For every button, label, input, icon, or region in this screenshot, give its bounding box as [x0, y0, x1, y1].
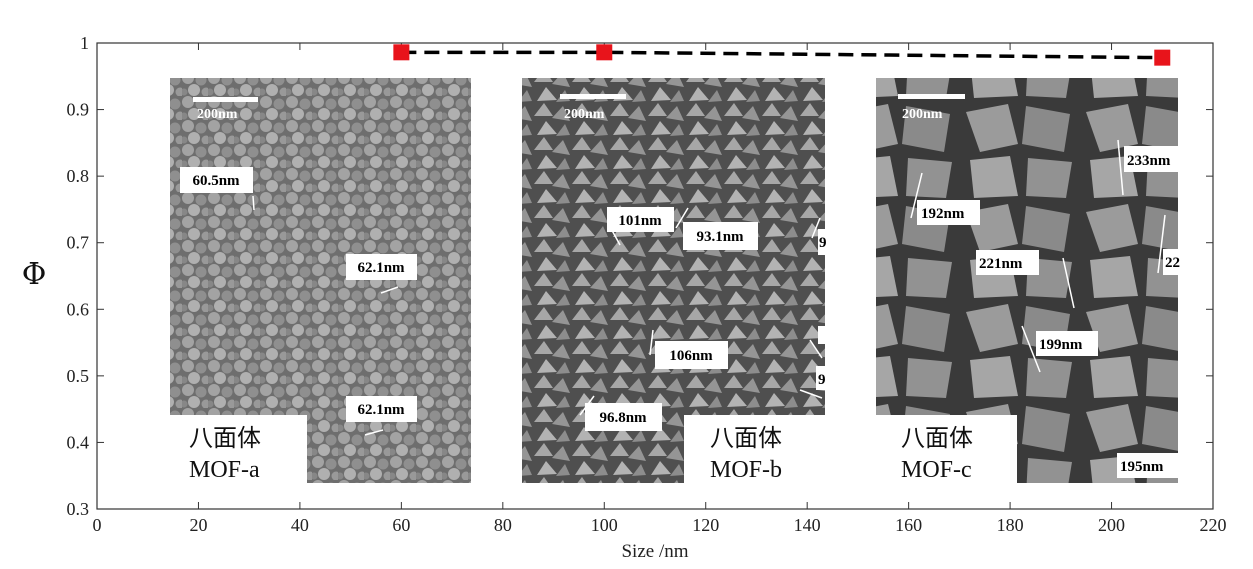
measurement-label: 192nm — [921, 206, 965, 222]
y-axis-title: Φ — [22, 257, 47, 292]
sem-inset-mof-c: 200nm 233nm 192nm 221nm 22 199nm 195nm 八… — [876, 78, 1180, 483]
y-tick-label: 1 — [80, 33, 89, 53]
data-series — [393, 44, 1171, 66]
x-tick-label: 140 — [794, 515, 821, 535]
measurement-label: 221nm — [979, 256, 1023, 272]
y-tick-label: 0.3 — [67, 499, 90, 519]
y-tick-label: 0.9 — [67, 100, 90, 120]
measurement-label: 93.1nm — [696, 229, 744, 245]
measurement-label: 233nm — [1127, 153, 1171, 169]
x-tick-label: 80 — [494, 515, 512, 535]
caption-shape: 八面体 — [710, 424, 782, 452]
x-tick-label: 180 — [997, 515, 1024, 535]
y-axis: 0.3 0.4 0.5 0.6 0.7 0.8 0.9 1 — [67, 33, 1213, 519]
caption-box — [170, 415, 307, 483]
y-tick-label: 0.5 — [67, 366, 90, 386]
measurement-label: 62.1nm — [357, 402, 405, 418]
measurement-label: 195nm — [1120, 459, 1164, 475]
scale-bar — [560, 94, 626, 99]
caption-box — [876, 415, 1017, 483]
measurement-label: 101nm — [618, 213, 662, 229]
x-tick-label: 200 — [1098, 515, 1125, 535]
scale-bar — [193, 97, 258, 102]
measurement-label: 199nm — [1039, 337, 1083, 353]
sem-inset-mof-a: 200nm 60.5nm 62.1nm 62.1nm 八面体 MOF-a — [170, 78, 471, 483]
y-tick-label: 0.4 — [67, 432, 90, 452]
plot-frame — [96, 42, 1214, 510]
measurement-label: 62.1nm — [357, 260, 405, 276]
x-tick-label: 220 — [1200, 515, 1227, 535]
x-tick-label: 160 — [895, 515, 922, 535]
caption-sample: MOF-c — [901, 457, 972, 483]
measurement-label: 106nm — [669, 348, 713, 364]
x-tick-label: 20 — [189, 515, 207, 535]
data-point — [596, 44, 613, 61]
series-line — [401, 50, 1163, 60]
caption-sample: MOF-a — [189, 457, 260, 483]
scale-bar-label: 200nm — [197, 107, 238, 122]
y-tick-label: 0.6 — [67, 299, 90, 319]
x-axis: 0 20 40 60 80 100 120 140 160 180 200 220 — [93, 43, 1227, 535]
caption-shape: 八面体 — [189, 424, 261, 452]
scale-bar — [898, 94, 965, 99]
caption-box — [684, 415, 825, 483]
x-axis-title: Size /nm — [621, 541, 688, 562]
data-point — [393, 44, 410, 61]
y-tick-label: 0.7 — [67, 233, 90, 253]
x-tick-label: 60 — [392, 515, 410, 535]
measurement-label: 9 — [818, 372, 826, 388]
x-tick-label: 120 — [692, 515, 719, 535]
x-tick-label: 40 — [291, 515, 309, 535]
data-point — [1154, 49, 1171, 66]
measurement-label: 60.5nm — [192, 173, 240, 189]
measurement-label: 96.8nm — [599, 410, 647, 426]
plot-border — [96, 42, 1214, 510]
sem-inset-mof-b: 200nm 101nm 93.1nm 106nm 96.8nm 9 9 八面体 … — [522, 78, 827, 483]
x-tick-label: 100 — [591, 515, 618, 535]
x-tick-label: 0 — [93, 515, 102, 535]
scale-bar-label: 200nm — [902, 107, 943, 122]
scale-bar-label: 200nm — [564, 107, 605, 122]
caption-shape: 八面体 — [901, 424, 973, 452]
measurement-label: 22 — [1165, 255, 1180, 271]
caption-sample: MOF-b — [710, 457, 782, 483]
measurement-label: 9 — [819, 235, 827, 251]
y-tick-label: 0.8 — [67, 166, 90, 186]
